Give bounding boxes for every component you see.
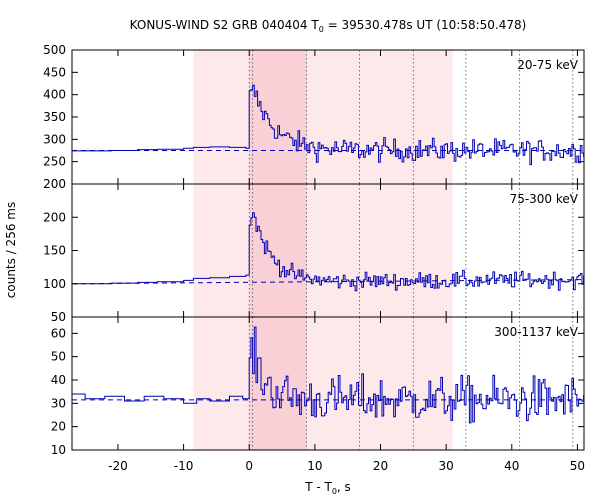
shaded-interval-light bbox=[193, 50, 453, 184]
y-tick-label: 60 bbox=[51, 326, 66, 340]
y-tick-label: 10 bbox=[51, 443, 66, 457]
y-tick-label: 50 bbox=[51, 350, 66, 364]
x-tick-label: 50 bbox=[570, 459, 585, 473]
panel-frame bbox=[71, 316, 585, 451]
x-tick-label: 30 bbox=[439, 459, 454, 473]
chart-title-rest: = 39530.478s UT (10:58:50.478) bbox=[324, 18, 527, 32]
y-tick-label: 500 bbox=[43, 43, 66, 57]
x-tick-label: -20 bbox=[108, 459, 128, 473]
panel-energy-label: 300-1137 keV bbox=[494, 325, 578, 339]
shaded-interval-light bbox=[193, 184, 453, 317]
panel-0: 200 250 300 350 400 450 500 20-75 keV bbox=[43, 43, 585, 191]
shaded-interval-dark bbox=[249, 184, 307, 317]
x-tick-label: 20 bbox=[373, 459, 388, 473]
chart-title-sub: 0 bbox=[319, 25, 324, 34]
y-axis-label: counts / 256 ms bbox=[4, 202, 18, 298]
y-tick-label: 150 bbox=[43, 244, 66, 258]
chart-title-main: KONUS-WIND S2 GRB 040404 T bbox=[130, 18, 320, 32]
light-curve-series bbox=[72, 212, 585, 292]
x-tick-label: 40 bbox=[504, 459, 519, 473]
x-axis-label-main: T - T bbox=[304, 480, 332, 494]
y-tick-label: 100 bbox=[43, 277, 66, 291]
y-tick-label: 50 bbox=[51, 310, 66, 324]
x-tick-label: 10 bbox=[307, 459, 322, 473]
chart-title: KONUS-WIND S2 GRB 040404 T0 = 39530.478s… bbox=[130, 18, 527, 34]
y-tick-label: 250 bbox=[43, 155, 66, 169]
x-tick-label: 0 bbox=[245, 459, 253, 473]
y-tick-label: 450 bbox=[43, 65, 66, 79]
x-axis-label-rest: , s bbox=[337, 480, 351, 494]
x-tick-label: -10 bbox=[174, 459, 194, 473]
x-axis-label: T - T0, s bbox=[304, 480, 351, 496]
background-level-line bbox=[71, 279, 585, 285]
panel-energy-label: 20-75 keV bbox=[517, 58, 579, 72]
y-tick-label: 40 bbox=[51, 373, 66, 387]
y-tick-label: 20 bbox=[51, 420, 66, 434]
panel-2: 10 20 30 40 50 60 300-1137 keV bbox=[51, 316, 585, 457]
shaded-interval-dark bbox=[249, 317, 307, 450]
y-tick-label: 400 bbox=[43, 88, 66, 102]
panel-energy-label: 75-300 keV bbox=[510, 192, 579, 206]
x-axis-label-sub: 0 bbox=[332, 487, 337, 496]
y-tick-label: 30 bbox=[51, 396, 66, 410]
light-curve-series bbox=[72, 84, 585, 166]
shaded-interval-light bbox=[193, 317, 453, 450]
light-curve-series bbox=[72, 326, 585, 424]
shaded-interval-dark bbox=[249, 50, 307, 184]
y-tick-label: 200 bbox=[43, 210, 66, 224]
y-tick-label: 350 bbox=[43, 110, 66, 124]
y-tick-label: 200 bbox=[43, 177, 66, 191]
panel-1: 50 100 150 200 75-300 keV bbox=[43, 183, 585, 324]
y-tick-label: 300 bbox=[43, 132, 66, 146]
